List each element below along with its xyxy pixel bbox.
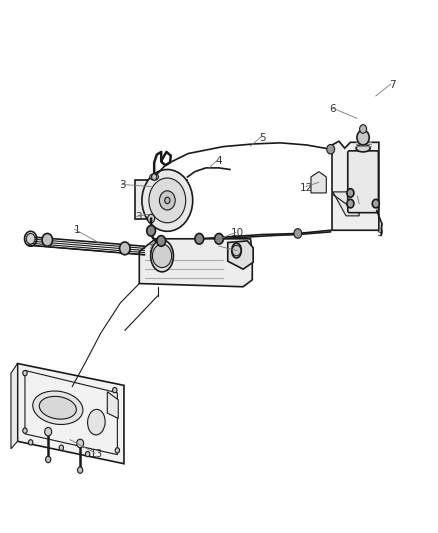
Circle shape [159,191,175,210]
Circle shape [232,245,241,256]
Circle shape [165,197,170,204]
Text: 2: 2 [148,245,155,254]
Polygon shape [333,192,359,216]
Text: 7: 7 [389,80,396,90]
Text: 3: 3 [119,181,126,190]
Circle shape [42,233,53,246]
Circle shape [148,214,155,223]
Text: 13: 13 [90,449,103,459]
Polygon shape [311,172,326,193]
Ellipse shape [151,240,173,272]
Circle shape [372,199,379,208]
Circle shape [347,189,354,197]
Ellipse shape [356,144,370,152]
Circle shape [360,125,367,133]
Circle shape [195,233,204,244]
Circle shape [78,467,83,473]
Circle shape [23,370,27,376]
Text: 12: 12 [300,183,313,192]
Circle shape [327,144,335,154]
Polygon shape [11,364,18,449]
Circle shape [85,451,90,457]
Circle shape [149,178,186,223]
Circle shape [23,428,27,433]
Circle shape [26,233,35,244]
Circle shape [294,229,302,238]
Circle shape [157,236,166,246]
Circle shape [28,440,33,445]
Circle shape [77,439,84,448]
Ellipse shape [88,409,105,435]
Circle shape [357,130,369,145]
Polygon shape [332,141,379,230]
Circle shape [59,445,64,450]
Circle shape [215,233,223,244]
Circle shape [45,427,52,436]
Circle shape [46,456,51,463]
Ellipse shape [39,397,76,419]
FancyBboxPatch shape [348,151,378,213]
Circle shape [147,225,155,236]
Polygon shape [18,364,124,464]
Text: 5: 5 [259,133,266,142]
Circle shape [120,242,130,255]
Circle shape [347,199,354,208]
Ellipse shape [150,174,159,180]
Text: 8: 8 [355,192,362,202]
Text: 1: 1 [73,225,80,235]
Text: 4: 4 [215,156,223,166]
Polygon shape [228,241,253,269]
Bar [135,180,187,219]
Ellipse shape [232,243,241,258]
Text: 10: 10 [231,229,244,238]
Circle shape [152,244,172,268]
Text: 9: 9 [377,229,384,238]
Circle shape [113,387,117,393]
Polygon shape [107,392,118,418]
Circle shape [115,448,120,453]
Text: 11: 11 [232,247,245,256]
Text: 3: 3 [134,213,141,222]
Text: 6: 6 [329,104,336,114]
Circle shape [142,169,193,231]
Ellipse shape [33,391,83,424]
Polygon shape [139,239,252,287]
Circle shape [152,174,157,180]
